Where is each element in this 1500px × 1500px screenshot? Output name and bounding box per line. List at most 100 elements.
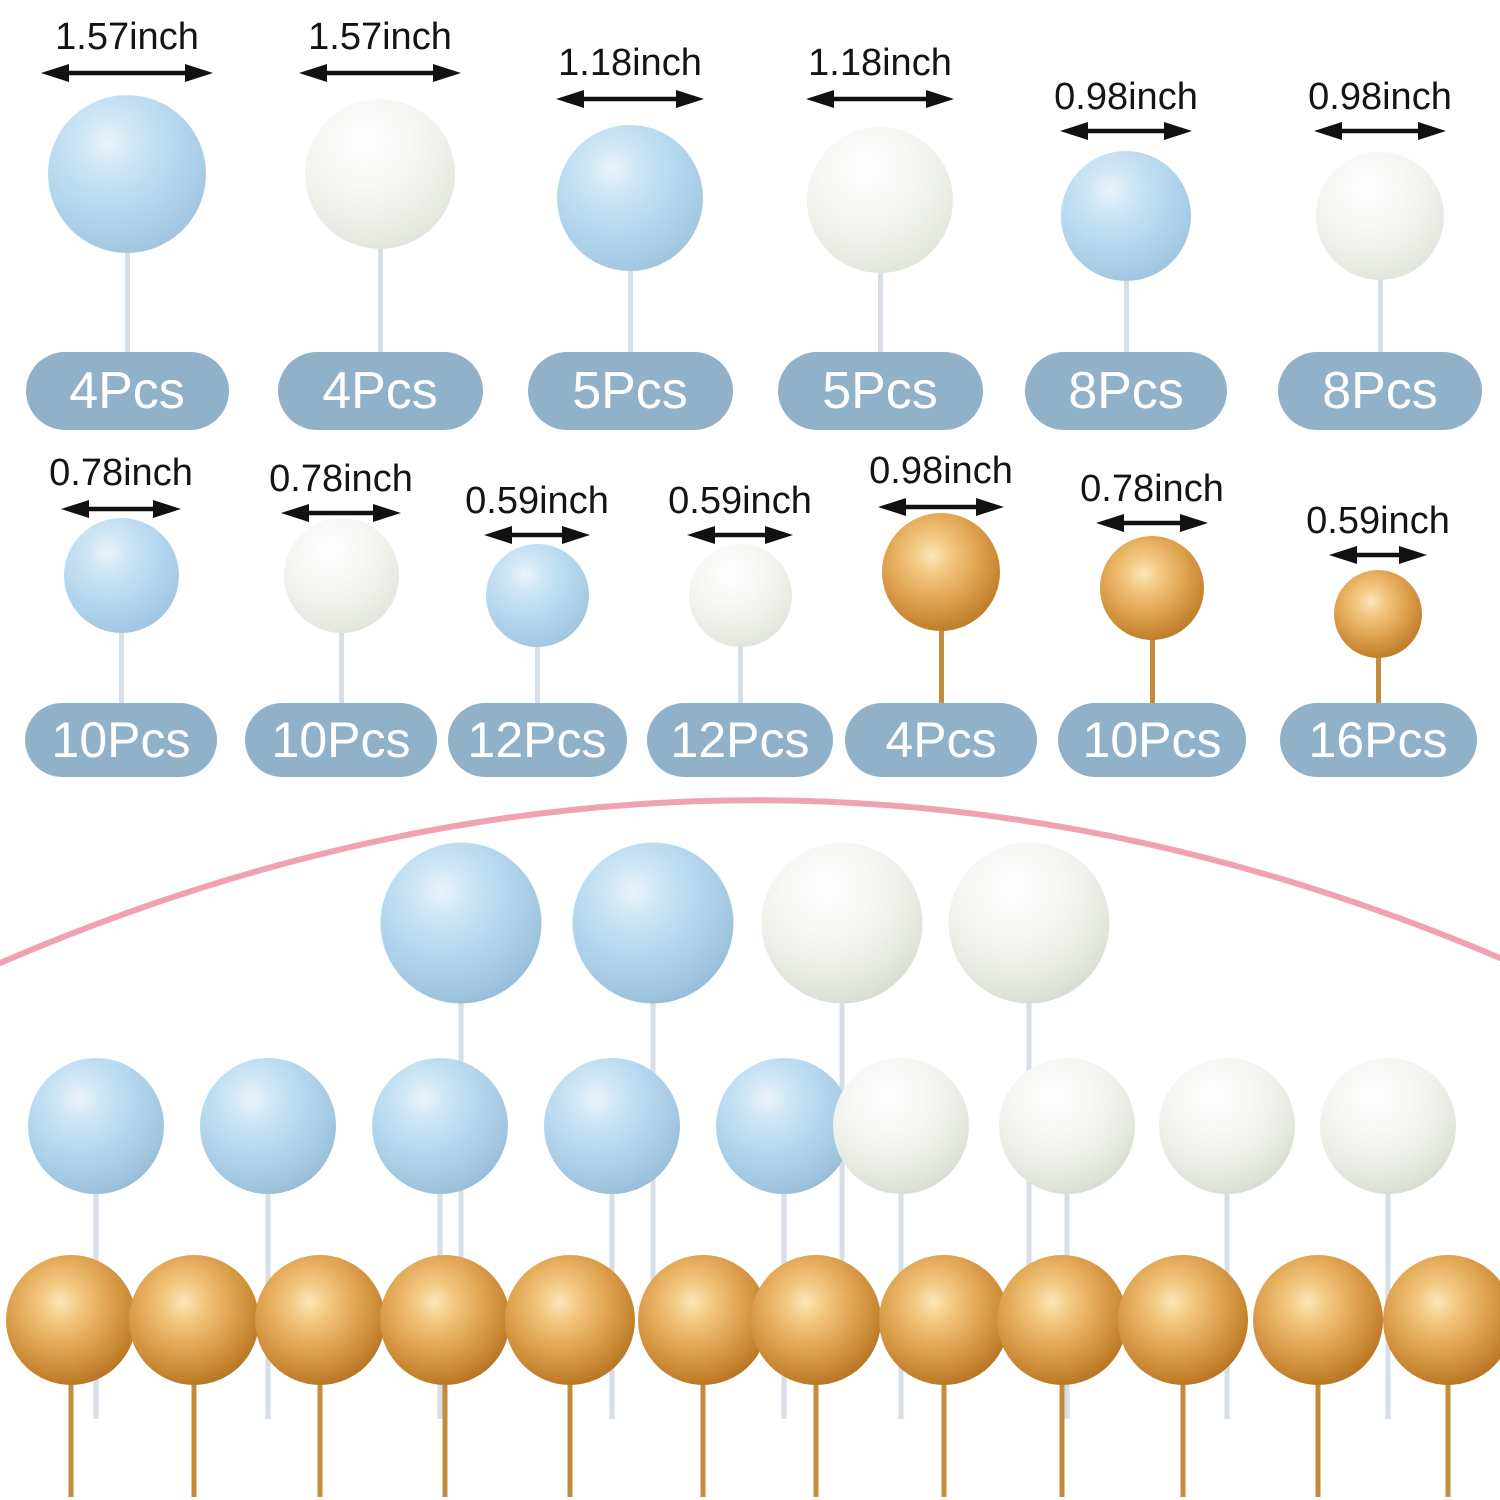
count-badge: 12Pcs	[647, 703, 833, 777]
count-badge-label: 12Pcs	[467, 712, 607, 768]
dimension-arrow	[1329, 546, 1427, 564]
size-label: 1.18inch	[808, 42, 952, 84]
blue-ball	[48, 95, 206, 253]
count-badge: 16Pcs	[1279, 703, 1477, 777]
arranged-gold-ball	[879, 1255, 1009, 1385]
pick-stem	[1375, 652, 1381, 709]
pick-stem	[534, 640, 540, 709]
count-badge-label: 4Pcs	[322, 362, 438, 420]
count-badge-label: 8Pcs	[1322, 362, 1438, 420]
size-label: 0.78inch	[49, 452, 193, 494]
count-badge: 4Pcs	[277, 352, 483, 430]
pink-arc	[0, 797, 1500, 966]
count-badge: 10Pcs	[25, 703, 217, 777]
count-badge: 12Pcs	[447, 703, 627, 777]
count-badge: 10Pcs	[245, 703, 437, 777]
arranged-blue-ball	[572, 842, 734, 1004]
size-label: 1.57inch	[55, 16, 199, 58]
count-badge-label: 5Pcs	[822, 362, 938, 420]
pick-stem	[938, 625, 944, 709]
white-ball	[305, 99, 455, 249]
dimension-arrow	[41, 64, 213, 82]
display-arrangement	[0, 797, 1500, 1497]
arranged-white-ball	[999, 1058, 1135, 1194]
pick-stem	[1123, 275, 1129, 358]
arranged-white-ball	[948, 842, 1110, 1004]
pick-stem	[627, 265, 633, 358]
pick-stem	[737, 640, 743, 709]
size-label: 0.78inch	[1080, 468, 1224, 510]
dimension-arrow	[1060, 122, 1192, 140]
dimension-arrow	[556, 90, 704, 108]
dimension-arrow	[1096, 514, 1208, 532]
size-label: 0.59inch	[1306, 500, 1450, 542]
arranged-blue-ball	[380, 842, 542, 1004]
count-badge: 5Pcs	[527, 352, 733, 430]
blue-ball	[557, 125, 703, 271]
arranged-white-ball	[1320, 1058, 1456, 1194]
pick-stem	[377, 243, 383, 358]
arranged-white-ball	[1159, 1058, 1295, 1194]
count-badge: 10Pcs	[1058, 703, 1246, 777]
white-ball	[688, 543, 792, 647]
blue-ball	[63, 517, 179, 633]
count-badge-label: 10Pcs	[271, 712, 411, 768]
pick-stem	[1149, 634, 1155, 709]
pick-stem	[338, 626, 344, 709]
size-label: 0.78inch	[269, 458, 413, 500]
count-badge: 8Pcs	[1278, 352, 1482, 430]
count-badge-label: 10Pcs	[51, 712, 191, 768]
arranged-blue-ball	[544, 1058, 680, 1194]
arranged-gold-ball	[6, 1255, 136, 1385]
count-badge: 4Pcs	[845, 703, 1037, 777]
count-badge-label: 10Pcs	[1082, 712, 1222, 768]
size-label: 0.98inch	[1308, 76, 1452, 118]
white-ball	[807, 127, 953, 273]
pick-stem	[118, 626, 124, 709]
arranged-white-ball	[761, 842, 923, 1004]
arranged-blue-ball	[28, 1058, 164, 1194]
gold-ball	[1334, 570, 1422, 658]
count-badge: 8Pcs	[1025, 352, 1227, 430]
white-ball	[1316, 152, 1444, 280]
count-badge: 4Pcs	[25, 352, 229, 430]
size-label: 0.59inch	[668, 480, 812, 522]
dimension-arrow	[687, 526, 793, 544]
pick-stem	[877, 267, 883, 358]
arranged-gold-ball	[997, 1255, 1127, 1385]
blue-ball	[1061, 151, 1191, 281]
arranged-gold-ball	[1383, 1255, 1500, 1385]
count-badge-label: 4Pcs	[69, 362, 185, 420]
dimension-arrow	[484, 526, 590, 544]
arranged-gold-ball	[505, 1255, 635, 1385]
dimension-arrow	[61, 500, 181, 518]
arranged-gold-ball	[380, 1255, 510, 1385]
dimension-arrow	[1314, 122, 1446, 140]
blue-ball	[485, 543, 589, 647]
count-badge-label: 4Pcs	[885, 712, 997, 768]
dimension-arrow	[806, 90, 954, 108]
white-ball	[283, 517, 399, 633]
size-spec-grid: 1.57inch 4Pcs 1.57inch 4Pcs 1.18inch 5Pcs 1.18…	[25, 16, 1482, 777]
count-badge-label: 12Pcs	[670, 712, 810, 768]
arranged-gold-ball	[255, 1255, 385, 1385]
arranged-white-ball	[833, 1058, 969, 1194]
dimension-arrow	[281, 504, 401, 522]
size-label: 1.18inch	[558, 42, 702, 84]
size-label: 1.57inch	[308, 16, 452, 58]
count-badge-label: 5Pcs	[572, 362, 688, 420]
size-label: 0.98inch	[1054, 76, 1198, 118]
arranged-gold-ball	[1253, 1255, 1383, 1385]
size-label: 0.59inch	[465, 480, 609, 522]
dimension-arrow	[299, 64, 461, 82]
count-badge: 5Pcs	[777, 352, 983, 430]
arranged-gold-ball	[638, 1255, 768, 1385]
gold-ball	[882, 513, 1000, 631]
arranged-blue-ball	[200, 1058, 336, 1194]
pick-stem	[124, 247, 130, 358]
dimension-arrow	[878, 498, 1004, 516]
count-badge-label: 8Pcs	[1068, 362, 1184, 420]
gold-ball	[1100, 536, 1204, 640]
arranged-blue-ball	[716, 1058, 852, 1194]
